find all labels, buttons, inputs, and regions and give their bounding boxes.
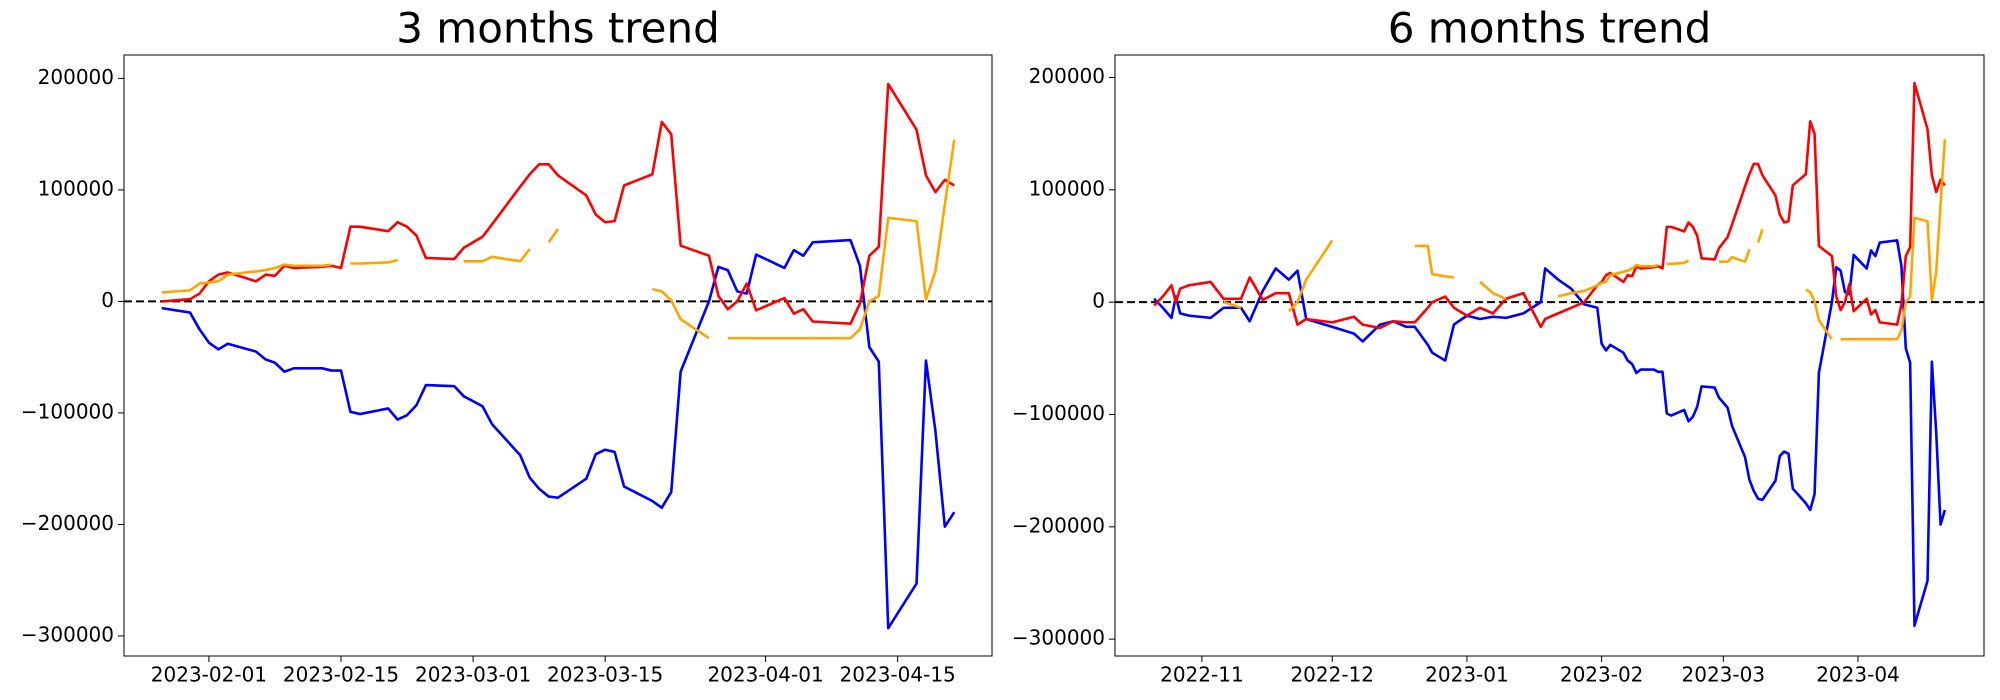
series-line [1153,239,1947,627]
x-tick-label: 2023-02-01 [151,663,267,687]
x-tick-label: 2023-02 [1560,663,1644,687]
series-line [1153,81,1946,330]
chart-title: 6 months trend [1388,4,1712,53]
y-tick-label: 200000 [1029,64,1105,88]
x-tick-label: 2023-03-01 [415,663,531,687]
x-tick-label: 2023-03-15 [547,663,663,687]
series-line [161,82,955,326]
y-tick-label: −300000 [1012,626,1105,650]
y-tick-label: 200000 [38,65,114,89]
plot-frame [1114,54,1985,657]
x-tick-label: 2023-03 [1682,663,1766,687]
y-tick-label: 100000 [38,176,114,200]
plot-frame [123,54,993,657]
y-tick-label: −200000 [1012,513,1105,537]
chart-title: 3 months trend [396,4,720,53]
y-tick-label: 0 [101,288,114,312]
y-tick-label: −300000 [21,622,114,646]
x-tick-label: 2023-04-01 [707,663,823,687]
x-tick-label: 2023-01 [1425,663,1509,687]
x-tick-label: 2023-04 [1816,663,1900,687]
y-tick-label: −100000 [21,399,114,423]
y-tick-label: 100000 [1029,176,1105,200]
x-tick-label: 2023-02-15 [283,663,399,687]
series-line [161,238,956,630]
series-line [1223,139,1947,341]
x-tick-label: 2022-12 [1290,663,1374,687]
y-tick-label: −100000 [1012,401,1105,425]
y-tick-label: −200000 [21,511,114,535]
x-tick-label: 2022-11 [1160,663,1244,687]
y-tick-label: 0 [1092,289,1105,313]
series-line [161,139,956,340]
x-tick-label: 2023-04-15 [840,663,956,687]
